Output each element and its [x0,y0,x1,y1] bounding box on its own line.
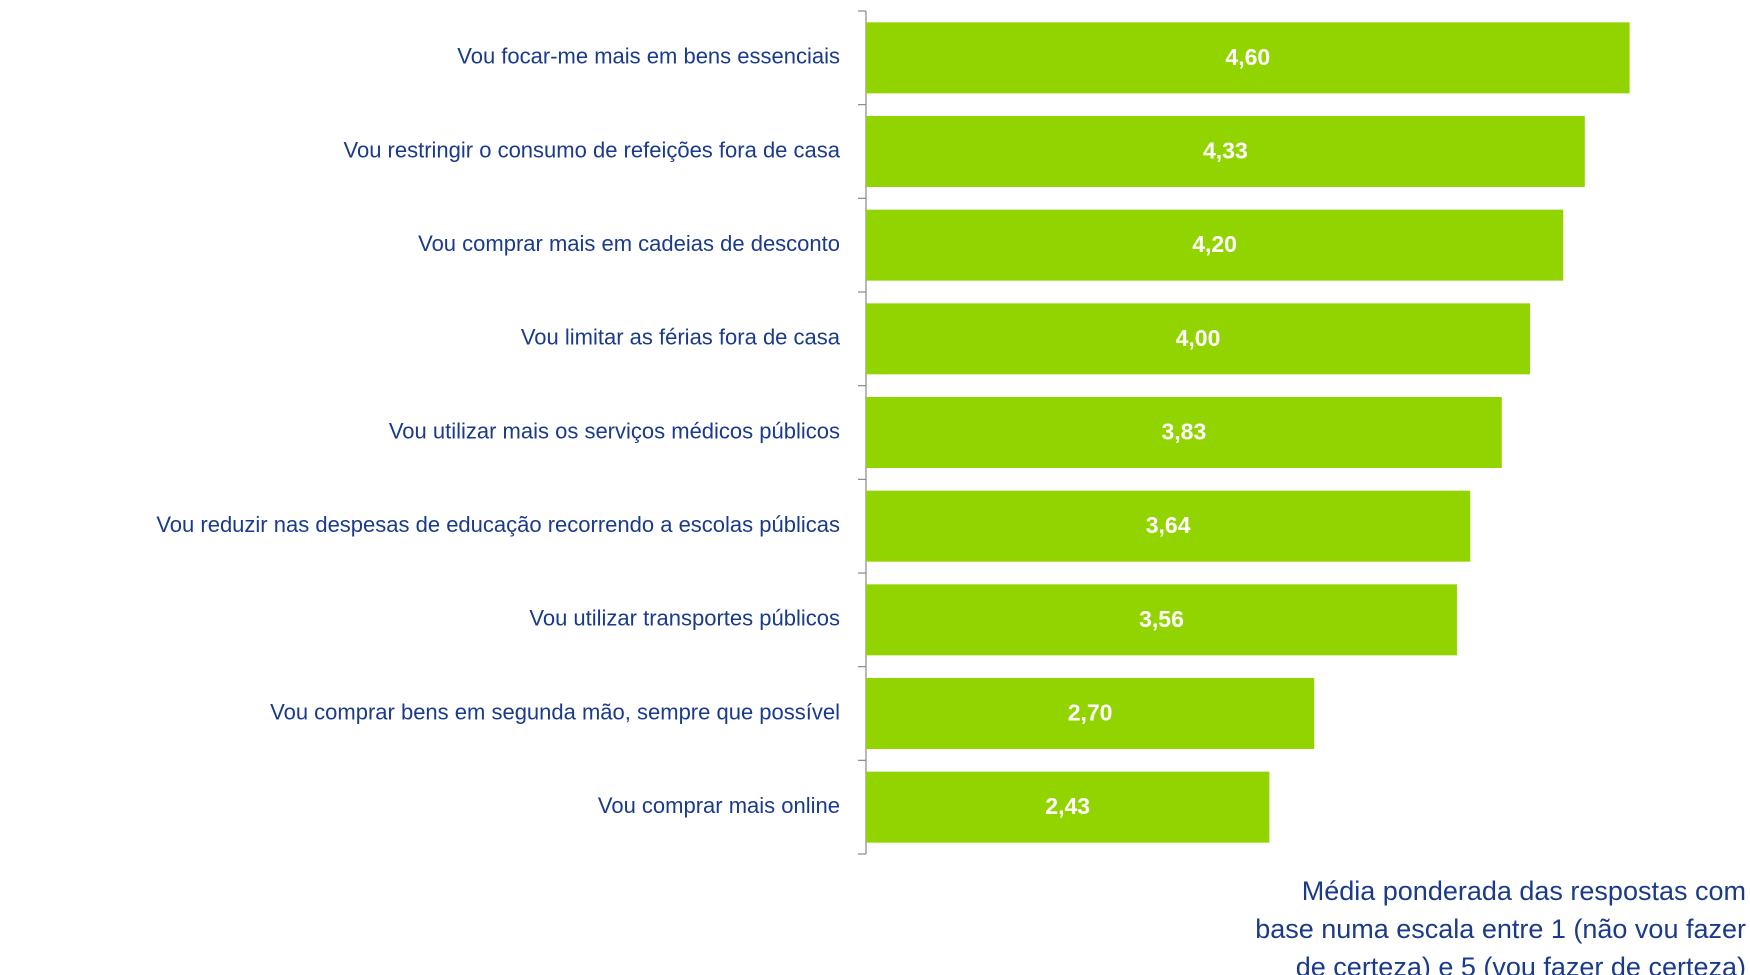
bar [866,116,1585,187]
bar [866,584,1457,656]
category-label: Vou utilizar transportes públicos [529,606,840,631]
bar [866,303,1530,375]
value-label: 2,43 [1045,793,1090,819]
bar [866,490,1471,562]
bar [866,22,1630,94]
value-label: 2,70 [1068,700,1113,726]
category-label: Vou limitar as férias fora de casa [521,325,841,350]
category-label: Vou comprar bens em segunda mão, sempre … [270,699,840,724]
value-label: 3,56 [1139,606,1184,632]
bar [866,209,1564,281]
note: base numa escala entre 1 (não vou fazer [1255,914,1746,944]
value-label: 4,33 [1203,138,1248,164]
category-label: Vou restringir o consumo de refeições fo… [344,137,841,162]
bar [866,678,1315,749]
value-label: 3,83 [1162,419,1207,445]
value-label: 4,60 [1225,44,1270,70]
value-label: 4,00 [1176,325,1221,351]
note: Média ponderada das respostas com [1302,876,1746,906]
value-label: 3,64 [1146,512,1191,538]
category-label: Vou reduzir nas despesas de educação rec… [156,512,840,537]
category-label: Vou comprar mais em cadeias de desconto [418,231,840,256]
note: de certeza) e 5 (vou fazer de certeza) [1296,952,1746,975]
category-label: Vou utilizar mais os serviços médicos pú… [389,418,840,443]
bar [866,771,1270,843]
bar [866,397,1502,468]
category-label: Vou focar-me mais em bens essenciais [457,44,840,69]
category-label: Vou comprar mais online [598,793,840,818]
value-label: 4,20 [1192,231,1237,257]
